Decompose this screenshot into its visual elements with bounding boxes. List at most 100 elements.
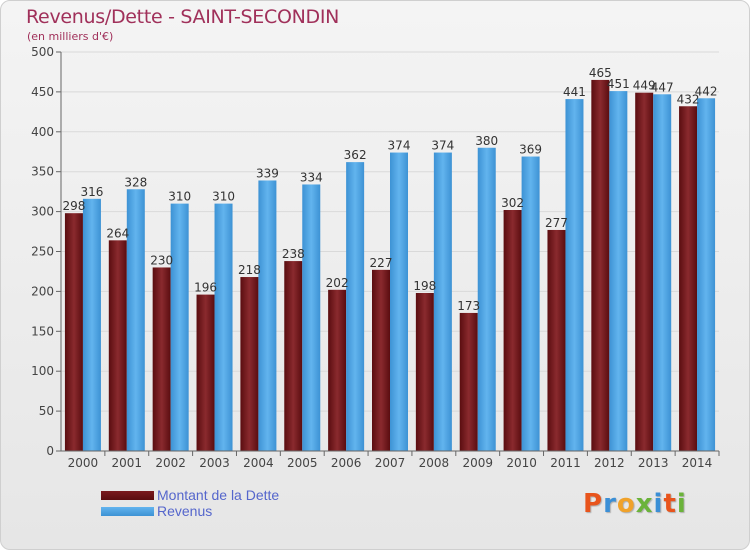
- x-tick-label: 2008: [419, 456, 450, 470]
- bar-revenus: [653, 94, 672, 451]
- logo-letter: t: [663, 489, 677, 519]
- y-tick-label: 350: [31, 165, 54, 179]
- chart-title: Revenus/Dette - SAINT-SECONDIN: [26, 6, 340, 28]
- bar-dette: [152, 267, 171, 451]
- bar-revenus: [565, 99, 584, 451]
- data-label-revenus: 310: [212, 190, 235, 204]
- y-tick-label: 200: [31, 284, 54, 298]
- data-label-revenus: 441: [563, 85, 586, 99]
- data-label-dette: 173: [457, 299, 480, 313]
- bar-revenus: [346, 162, 365, 451]
- bar-revenus: [170, 203, 189, 451]
- data-label-revenus: 380: [475, 134, 498, 148]
- data-label-revenus: 339: [256, 166, 279, 180]
- data-label-dette: 302: [501, 196, 524, 210]
- legend-label-dette: Montant de la Dette: [157, 487, 280, 503]
- y-tick-label: 300: [31, 205, 54, 219]
- y-tick-label: 500: [31, 45, 54, 59]
- bar-revenus: [258, 180, 277, 451]
- x-tick-label: 2009: [462, 456, 493, 470]
- data-label-dette: 277: [545, 216, 568, 230]
- x-tick-label: 2013: [638, 456, 669, 470]
- bar-dette: [635, 92, 654, 451]
- x-tick-label: 2003: [199, 456, 230, 470]
- bar-revenus: [609, 91, 628, 452]
- x-tick-label: 2010: [506, 456, 537, 470]
- logo-letter: i: [653, 489, 664, 519]
- data-label-dette: 198: [413, 279, 436, 293]
- data-label-dette: 202: [326, 276, 349, 290]
- data-label-revenus: 369: [519, 143, 542, 157]
- bar-dette: [328, 289, 347, 451]
- bar-revenus: [477, 147, 496, 451]
- data-label-dette: 449: [633, 79, 656, 93]
- data-label-revenus: 328: [124, 175, 147, 189]
- y-tick-label: 50: [39, 404, 54, 418]
- y-tick-label: 450: [31, 85, 54, 99]
- data-label-dette: 298: [62, 199, 85, 213]
- logo-letter: P: [583, 489, 604, 519]
- data-label-revenus: 334: [300, 170, 323, 184]
- bar-revenus: [433, 152, 452, 451]
- bar-dette: [284, 261, 303, 451]
- data-label-dette: 218: [238, 263, 261, 277]
- data-label-revenus: 447: [651, 80, 674, 94]
- x-tick-label: 2001: [112, 456, 143, 470]
- bar-dette: [415, 292, 434, 451]
- bars: [64, 79, 716, 452]
- data-label-dette: 227: [370, 256, 393, 270]
- legend-label-revenus: Revenus: [157, 503, 213, 519]
- data-label-dette: 238: [282, 247, 305, 261]
- bar-dette: [196, 294, 215, 451]
- x-tick-label: 2011: [550, 456, 581, 470]
- x-tick-label: 2012: [594, 456, 625, 470]
- bar-dette: [459, 312, 478, 451]
- data-label-revenus: 442: [695, 84, 718, 98]
- bar-dette: [503, 210, 522, 451]
- x-tick-label: 2005: [287, 456, 318, 470]
- legend-swatch-revenus: [101, 507, 154, 516]
- bar-revenus: [214, 203, 233, 451]
- bar-revenus: [126, 189, 145, 452]
- y-tick-label: 100: [31, 364, 54, 378]
- bar-dette: [547, 229, 566, 451]
- bar-revenus: [302, 184, 321, 451]
- bar-revenus: [390, 152, 408, 451]
- data-label-dette: 264: [106, 226, 129, 240]
- data-label-dette: 196: [194, 281, 217, 295]
- data-label-dette: 432: [677, 92, 700, 106]
- bar-dette: [679, 106, 698, 451]
- data-label-revenus: 316: [80, 185, 103, 199]
- data-label-revenus: 362: [344, 148, 367, 162]
- logo-letter: r: [603, 489, 617, 519]
- logo-letter: o: [616, 489, 636, 519]
- x-tick-label: 2007: [375, 456, 406, 470]
- y-tick-label: 400: [31, 125, 54, 139]
- y-tick-label: 250: [31, 245, 54, 259]
- logo-letter: i: [676, 489, 687, 519]
- data-label-dette: 465: [589, 66, 612, 80]
- logo-letter: x: [635, 489, 654, 519]
- chart-subtitle: (en milliers d'€): [27, 30, 114, 43]
- proxiti-logo: Proxiti: [583, 489, 687, 519]
- x-tick-label: 2014: [682, 456, 713, 470]
- data-label-revenus: 374: [431, 139, 454, 153]
- data-label-revenus: 374: [388, 139, 411, 153]
- x-tick-label: 2000: [68, 456, 99, 470]
- y-tick-label: 150: [31, 324, 54, 338]
- bar-revenus: [697, 98, 716, 451]
- x-tick-label: 2006: [331, 456, 362, 470]
- data-label-revenus: 310: [168, 190, 191, 204]
- bar-dette: [591, 79, 610, 452]
- bar-revenus: [82, 198, 101, 451]
- bar-dette: [372, 269, 390, 451]
- x-tick-label: 2004: [243, 456, 274, 470]
- x-tick-label: 2002: [155, 456, 186, 470]
- bar-dette: [108, 240, 127, 451]
- bar-revenus: [521, 156, 540, 451]
- data-label-dette: 230: [150, 253, 173, 267]
- y-tick-label: 0: [46, 444, 54, 458]
